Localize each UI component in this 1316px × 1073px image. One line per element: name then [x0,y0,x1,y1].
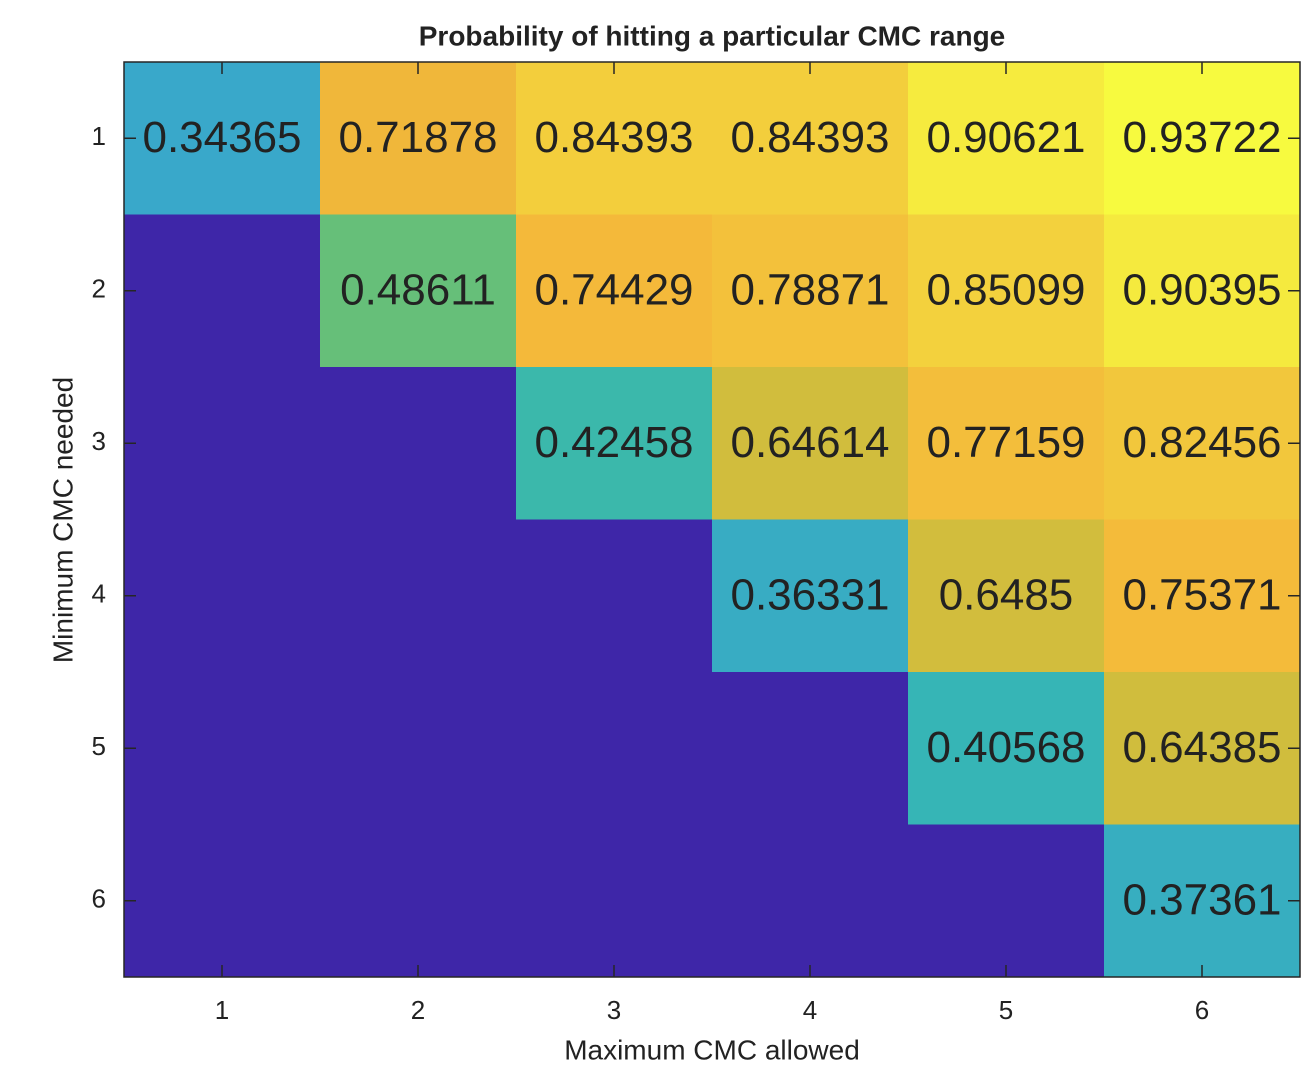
y-tick-label: 2 [92,274,106,304]
y-tick-label: 5 [92,731,106,761]
heatmap-cell [320,672,517,825]
heatmap-cell [908,214,1105,368]
cell-value-label: 0.42458 [534,418,693,467]
heatmap-cell [124,214,321,368]
heatmap-cell [320,62,517,215]
heatmap-cell [908,824,1105,978]
cell-value-label: 0.40568 [926,723,1085,772]
heatmap-cell [124,824,321,978]
x-tick-label: 5 [999,995,1013,1025]
cell-value-label: 0.36331 [730,570,889,619]
cell-value-label: 0.48611 [340,265,496,314]
cell-value-label: 0.90395 [1122,265,1281,314]
heatmap-cell [1104,519,1301,673]
cell-value-label: 0.85099 [926,265,1085,314]
y-tick-label: 6 [92,884,106,914]
heatmap-cell [320,519,517,673]
cell-value-label: 0.75371 [1122,570,1281,619]
y-tick-label: 4 [92,579,106,609]
cell-value-label: 0.64385 [1122,723,1281,772]
heatmap-cell [124,367,321,520]
heatmap-cell [1104,62,1301,215]
chart-title: Probability of hitting a particular CMC … [419,20,1006,51]
y-tick-label: 3 [92,426,106,456]
heatmap-cell [516,519,713,673]
heatmap-cell [124,62,321,215]
heatmap-cell [516,214,713,368]
heatmap-cell [516,824,713,978]
heatmap-cell [1104,672,1301,825]
cell-value-label: 0.78871 [730,265,889,314]
heatmap-cell [1104,367,1301,520]
heatmap-cell [320,824,517,978]
y-axis-label: Minimum CMC needed [47,377,78,663]
cell-value-label: 0.71878 [338,113,497,162]
heatmap-cell [712,519,909,673]
cell-value-label: 0.90621 [926,113,1085,162]
axes-box [123,61,1301,978]
heatmap-cell [1104,214,1301,368]
y-tick-label: 1 [92,121,106,151]
heatmap-cell [908,367,1105,520]
cell-value-label: 0.6485 [939,570,1074,619]
cell-value-label: 0.82456 [1122,418,1281,467]
x-axis-label: Maximum CMC allowed [564,1034,860,1065]
x-tick-label: 4 [803,995,817,1025]
heatmap-cell [124,519,321,673]
x-tick-label: 3 [607,995,621,1025]
x-tick-label: 6 [1195,995,1209,1025]
cell-value-label: 0.34365 [142,113,301,162]
heatmap-cell [712,214,909,368]
heatmap-cell [516,672,713,825]
x-tick-label: 2 [411,995,425,1025]
cell-value-label: 0.84393 [730,113,889,162]
heatmap-cell [124,672,321,825]
cell-value-label: 0.77159 [926,418,1085,467]
heatmap-cell [908,519,1105,673]
heatmap-cell [516,367,713,520]
cell-value-label: 0.84393 [534,113,693,162]
heatmap-cell [320,214,517,368]
heatmap-cell [712,62,909,215]
heatmap-cell [516,62,713,215]
heatmap-cell [1104,824,1301,978]
cell-value-label: 0.37361 [1122,875,1281,924]
heatmap-cell [908,62,1105,215]
heatmap-cell [908,672,1105,825]
heatmap-cell [712,672,909,825]
heatmap-cell [320,367,517,520]
heatmap-cell [712,824,909,978]
heatmap-cell [712,367,909,520]
x-tick-label: 1 [215,995,229,1025]
cell-value-label: 0.93722 [1122,113,1281,162]
cell-value-label: 0.74429 [534,265,693,314]
cell-value-label: 0.64614 [730,418,889,467]
